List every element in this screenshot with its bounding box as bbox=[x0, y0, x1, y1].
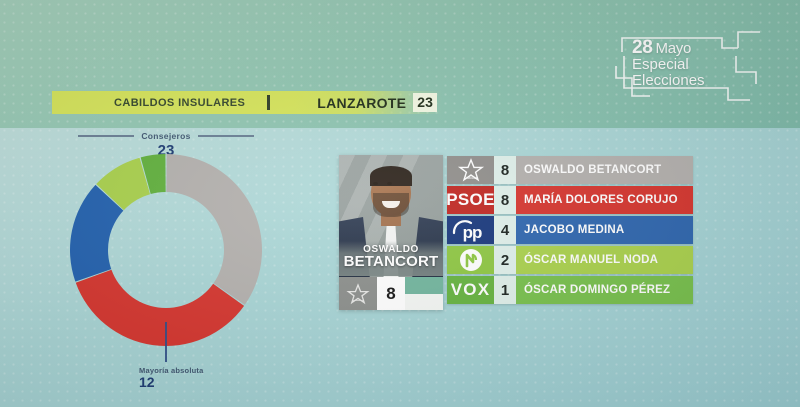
result-seat-count: 2 bbox=[494, 246, 516, 274]
donut-segment bbox=[166, 154, 262, 305]
vox-logo-text: VOX bbox=[447, 276, 494, 304]
title-rule-right bbox=[197, 135, 254, 137]
result-candidate-name: MARÍA DOLORES CORUJO bbox=[516, 186, 693, 214]
photo-eye-left bbox=[373, 182, 378, 185]
donut-segment bbox=[70, 184, 124, 282]
photo-hair bbox=[370, 166, 412, 186]
result-row[interactable]: pp 4 JACOBO MEDINA bbox=[447, 216, 693, 244]
title-rule-left bbox=[78, 135, 135, 137]
donut-chart-svg bbox=[70, 154, 262, 346]
coalicion-canaria-star-icon bbox=[339, 277, 377, 310]
pp-logo-icon: pp bbox=[447, 216, 494, 244]
winner-candidate-card: OSWALDO BETANCORT 8 bbox=[339, 155, 443, 310]
donut-chart bbox=[52, 150, 280, 350]
results-list: Coalición 8 OSWALDO BETANCORT PSOE 8 MARÍA DO… bbox=[446, 156, 693, 306]
candidate-seat-count: 8 bbox=[377, 277, 405, 310]
result-seat-count: 4 bbox=[494, 216, 516, 244]
result-row[interactable]: 2 ÓSCAR MANUEL NODA bbox=[447, 246, 693, 274]
result-row[interactable]: PSOE 8 MARÍA DOLORES CORUJO bbox=[446, 186, 693, 214]
footer-bar-white bbox=[405, 293, 443, 310]
header-bar: CABILDOS INSULARES LANZAROTE 23 bbox=[52, 91, 442, 114]
result-seat-count: 8 bbox=[494, 156, 516, 184]
donut-segment bbox=[96, 157, 151, 211]
result-seat-count: 8 bbox=[494, 186, 516, 214]
result-candidate-name: OSWALDO BETANCORT bbox=[516, 156, 693, 184]
candidate-footer-bars bbox=[405, 277, 443, 310]
majority-value: 12 bbox=[139, 374, 155, 390]
coalicion-canaria-star-icon: Coalición bbox=[447, 156, 494, 184]
logo-line-elecciones: Elecciones bbox=[632, 71, 705, 89]
logo-line-especial: Especial bbox=[632, 56, 689, 74]
psoe-logo-text: PSOE bbox=[446, 186, 495, 214]
logo-day: 28 bbox=[632, 37, 653, 58]
party-abbreviation: VOX bbox=[450, 280, 491, 299]
candidate-name-overlay: OSWALDO BETANCORT bbox=[339, 241, 443, 276]
result-candidate-name: ÓSCAR DOMINGO PÉREZ bbox=[516, 276, 693, 304]
donut-label: Consejeros bbox=[141, 131, 191, 141]
footer-bar-teal bbox=[405, 277, 443, 294]
logo-frame-icon bbox=[615, 31, 760, 101]
nueva-canarias-logo-icon bbox=[447, 246, 494, 274]
candidate-first-name: OSWALDO bbox=[363, 244, 419, 255]
majority-label-group: Mayoría absoluta 12 bbox=[139, 366, 259, 390]
logo-month: Mayo bbox=[655, 40, 692, 57]
photo-eye-right bbox=[387, 182, 392, 185]
svg-text:pp: pp bbox=[462, 223, 481, 242]
header-total-seats: 23 bbox=[413, 93, 437, 112]
svg-text:Coalición: Coalición bbox=[464, 176, 477, 180]
header-category-label: CABILDOS INSULARES bbox=[114, 96, 246, 109]
result-candidate-name: ÓSCAR MANUEL NODA bbox=[516, 246, 693, 274]
result-row[interactable]: Coalición 8 OSWALDO BETANCORT bbox=[447, 156, 693, 184]
result-seat-count: 1 bbox=[494, 276, 516, 304]
candidate-card-footer: 8 bbox=[339, 277, 443, 310]
result-row[interactable]: VOX 1 ÓSCAR DOMINGO PÉREZ bbox=[447, 276, 693, 304]
majority-label: Mayoría absoluta bbox=[139, 366, 204, 375]
broadcast-logo: 28 Mayo Especial Elecciones bbox=[610, 26, 785, 106]
header-region-label: LANZAROTE bbox=[317, 94, 407, 111]
party-abbreviation: PSOE bbox=[446, 190, 495, 209]
result-candidate-name: JACOBO MEDINA bbox=[516, 216, 693, 244]
candidate-last-name: BETANCORT bbox=[343, 253, 439, 270]
donut-segment bbox=[75, 269, 245, 346]
photo-mouth bbox=[382, 201, 400, 208]
donut-segment bbox=[140, 154, 166, 195]
majority-marker-line bbox=[165, 322, 167, 362]
header-separator bbox=[267, 95, 271, 110]
